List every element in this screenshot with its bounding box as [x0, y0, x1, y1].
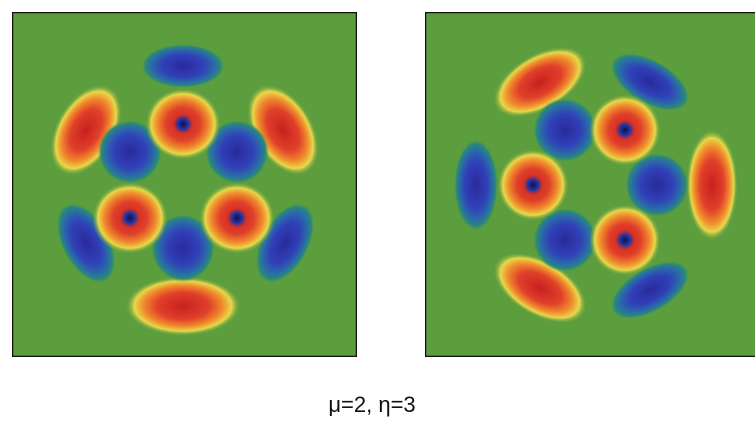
caption: μ=2, η=3 [328, 392, 415, 417]
left-panel [12, 12, 357, 357]
right-panel [425, 12, 755, 357]
